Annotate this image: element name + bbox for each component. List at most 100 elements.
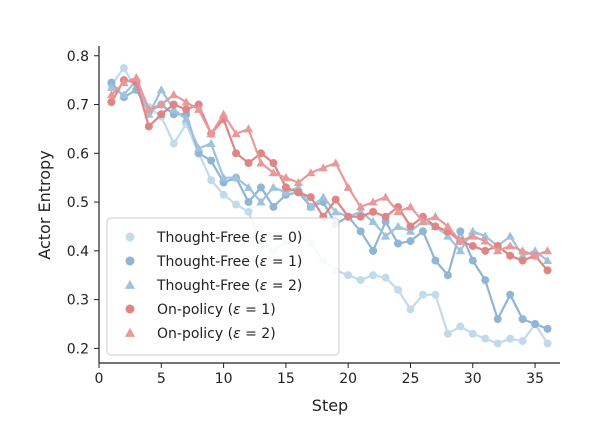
data-point [481,334,490,343]
legend-label-epsilon: ε [233,302,241,318]
data-point [232,200,241,209]
data-point [394,239,403,248]
data-point [194,143,204,152]
data-point [505,241,515,250]
data-point [106,82,117,91]
data-point [169,139,178,148]
data-point [207,176,216,185]
y-tick-label: 0.8 [67,49,89,65]
data-point [194,100,203,109]
legend-box [106,217,340,356]
data-point [356,212,365,221]
data-point [281,173,291,182]
data-point [194,104,204,113]
data-point [369,246,378,255]
data-point [406,222,415,231]
data-point [269,202,278,211]
data-point [232,149,241,158]
data-point [431,290,440,299]
data-point [456,227,465,236]
legend-label: Thought-Free (ε = 0) [156,230,302,246]
y-ticks: 0.2 0.3 0.4 0.5 0.6 0.7 0.8 [67,49,99,357]
y-tick-label: 0.5 [67,195,89,211]
data-point [431,222,440,231]
data-point [369,271,378,280]
legend-label: Thought-Free (ε = 2) [156,278,302,294]
data-point [518,256,527,265]
data-point [468,241,477,250]
data-point [443,329,452,338]
data-point [405,202,416,211]
data-point [206,129,216,138]
data-point [394,285,403,294]
data-point [406,237,415,246]
data-point [157,110,166,119]
data-point [356,276,365,285]
data-point [306,193,315,202]
data-point [243,124,254,133]
data-point [318,192,328,201]
data-point [182,105,191,114]
x-ticks: 0 5 10 15 20 25 30 35 [95,363,544,387]
data-point [456,322,465,331]
data-point [518,337,527,346]
legend-label-suffix: = 1) [241,302,276,318]
data-point [243,182,254,191]
data-point [531,319,540,328]
data-point [293,177,303,187]
data-point [468,226,478,235]
legend-label-suffix: = 0) [267,230,302,246]
data-point [268,168,279,177]
data-point [244,207,253,216]
x-tick-label: 10 [215,371,233,387]
x-tick-label: 20 [339,371,357,387]
data-point [380,231,391,240]
data-point [218,109,229,118]
data-point [506,251,515,260]
legend-label: On-policy (ε = 2) [157,326,276,342]
data-point [244,159,253,168]
data-point [156,99,166,108]
data-point [256,158,266,167]
data-point [493,339,502,348]
data-point [393,221,403,230]
data-point [543,324,552,333]
data-point [380,192,391,201]
legend-label-epsilon: ε [260,230,268,246]
data-point [393,207,403,216]
y-tick-label: 0.4 [67,244,89,260]
data-point [406,305,415,314]
data-point [369,207,378,216]
data-point [543,266,552,275]
legend-label-prefix: Thought-Free ( [156,254,260,270]
data-point [318,163,328,172]
data-point [293,182,303,191]
data-point [443,231,453,240]
legend-marker [125,232,135,242]
y-tick-label: 0.2 [67,341,89,357]
data-point [381,212,390,221]
y-tick-label: 0.6 [67,146,89,162]
data-point [206,138,216,147]
data-point [269,159,278,168]
x-tick-label: 25 [402,371,420,387]
data-point [306,202,316,211]
data-point [144,104,154,113]
legend-label-suffix: = 2) [267,278,302,294]
data-point [405,226,416,235]
data-point [343,182,353,191]
data-point [169,90,179,99]
data-point [542,246,553,255]
legend-marker [124,327,136,337]
data-point [344,271,353,280]
data-point [231,173,241,182]
legend-item: Thought-Free (ε = 0) [125,230,302,246]
data-point [455,246,465,255]
data-point [430,212,441,221]
data-point [518,315,527,324]
legend-item: Thought-Free (ε = 1) [125,254,302,270]
legend-marker [125,256,135,266]
legend-label-epsilon: ε [260,278,268,294]
data-point [256,197,266,206]
data-point [542,255,553,265]
